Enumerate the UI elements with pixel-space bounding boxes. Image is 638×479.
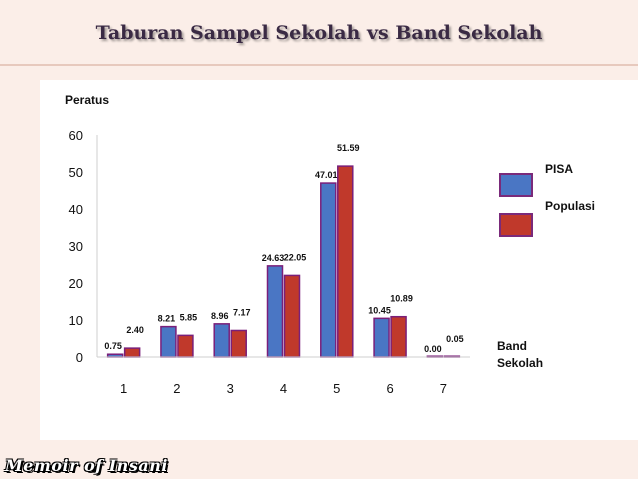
bar-pisa [320, 182, 337, 358]
data-label-populasi: 7.17 [233, 307, 251, 317]
data-label-pisa: 10.45 [368, 305, 391, 315]
bar-populasi [177, 334, 194, 358]
x-tick-label: 2 [173, 381, 180, 396]
x-tick-label: 1 [120, 381, 127, 396]
y-tick-label: 0 [76, 350, 83, 365]
data-label-populasi: 0.05 [446, 334, 464, 344]
bar-pisa [160, 325, 177, 358]
bar-pisa [373, 317, 390, 358]
bar-populasi [123, 347, 141, 358]
x-tick-label: 7 [440, 381, 447, 396]
slide-title: Taburan Sampel Sekolah vs Band Sekolah [95, 22, 543, 44]
bar-populasi [390, 315, 407, 358]
data-label-populasi: 22.05 [284, 252, 307, 262]
data-label-pisa: 0.00 [424, 344, 442, 354]
bar-populasi [283, 274, 301, 358]
y-tick-label: 20 [69, 276, 83, 291]
y-tick-label: 50 [69, 165, 83, 180]
data-label-pisa: 47.01 [315, 170, 338, 180]
data-label-populasi: 2.40 [126, 325, 144, 335]
y-tick-label: 40 [69, 202, 83, 217]
legend-swatch-populasi [499, 213, 533, 237]
data-label-populasi: 10.89 [390, 294, 413, 304]
bar-populasi [337, 165, 354, 358]
legend-label-populasi: Populasi [545, 199, 596, 213]
y-tick-label: 30 [69, 239, 83, 254]
data-label-pisa: 8.21 [158, 314, 176, 324]
footer-signature: Memoir of Insani [5, 456, 168, 475]
title-divider [0, 64, 638, 66]
x-tick-label: 3 [227, 381, 234, 396]
legend-label-pisa: PISA [545, 162, 574, 176]
x-tick-label: 6 [386, 381, 393, 396]
data-label-pisa: 0.75 [104, 341, 122, 351]
data-label-pisa: 8.96 [211, 311, 229, 321]
y-axis-label: Peratus [65, 93, 110, 107]
data-label-pisa: 24.63 [262, 253, 285, 263]
bar-pisa [213, 323, 230, 358]
data-label-populasi: 51.59 [337, 143, 360, 153]
x-tick-label: 4 [280, 381, 287, 396]
bar-populasi [230, 329, 247, 358]
x-tick-label: 5 [333, 381, 340, 396]
x-axis-label: Band Sekolah [497, 339, 544, 370]
y-tick-label: 10 [69, 313, 83, 328]
legend-swatch-pisa [499, 173, 533, 197]
data-label-populasi: 5.85 [180, 312, 198, 322]
bar-pisa [266, 265, 284, 358]
y-tick-label: 60 [69, 128, 83, 143]
